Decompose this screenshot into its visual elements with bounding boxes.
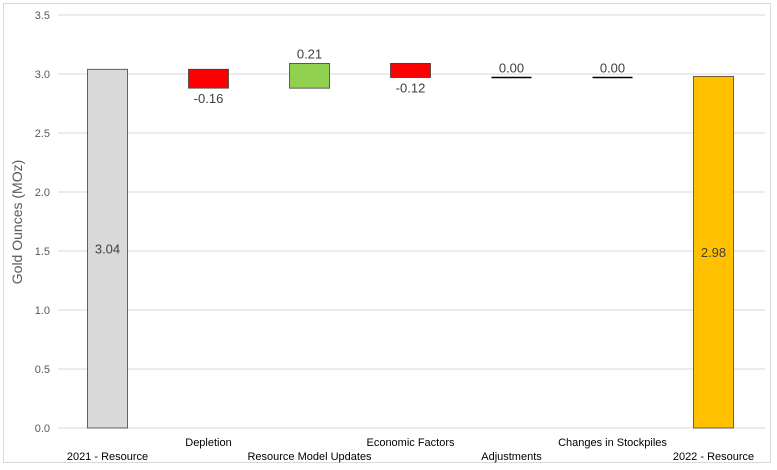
y-tick-label: 2.5 [35,128,50,140]
chart-frame [3,3,771,463]
x-category-label: Resource Model Updates [247,451,372,463]
bar-start-total [87,68,128,429]
data-label: 3.04 [95,242,120,257]
y-tick-label: 0.5 [35,364,50,376]
bar-increase [289,62,330,89]
x-category-label: 2021 - Resource [67,451,148,463]
data-label: 0.21 [297,46,322,61]
data-labels: 3.04 -0.16 0.21 -0.12 0.00 0.00 2.98 [95,46,726,260]
y-tick-label: 1.0 [35,305,50,317]
x-category-label: Changes in Stockpiles [558,437,667,449]
y-tick-label: 3.0 [35,69,50,81]
data-label: 0.00 [600,61,625,76]
x-category-label: Economic Factors [366,437,455,449]
y-axis-ticks: 0.0 0.5 1.0 1.5 2.0 2.5 3.0 3.5 [35,10,50,435]
x-category-label: Depletion [185,437,231,449]
y-tick-label: 1.5 [35,246,50,258]
y-tick-label: 2.0 [35,187,50,199]
data-label: 0.00 [499,61,524,76]
x-category-label: Adjustments [481,451,542,463]
x-axis-categories: 2021 - Resource Depletion Resource Model U… [67,437,754,463]
y-tick-label: 3.5 [35,10,50,22]
data-label: 2.98 [701,245,726,260]
y-axis-label: Gold Ounces (MOz) [9,160,25,284]
y-tick-label: 0.0 [35,423,50,435]
gridlines [58,14,765,429]
bar-decrease [390,62,431,78]
data-label: -0.16 [194,91,224,106]
data-label: -0.12 [396,81,426,96]
bar-decrease [188,68,229,89]
bars [87,62,734,429]
bar-end-total [693,75,734,429]
x-category-label: 2022 - Resource [673,451,754,463]
